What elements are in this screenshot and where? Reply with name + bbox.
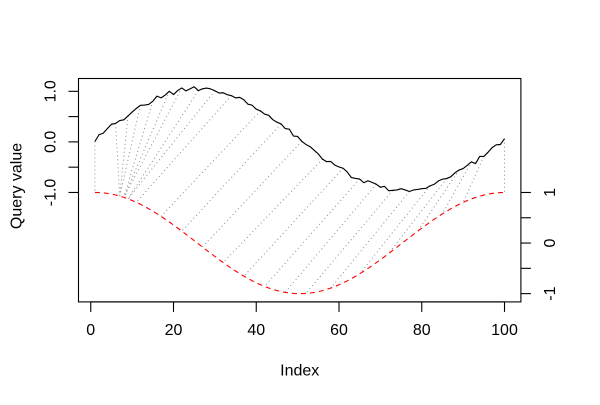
svg-text:20: 20	[165, 322, 183, 339]
svg-text:1.0: 1.0	[43, 80, 60, 102]
svg-text:80: 80	[413, 322, 431, 339]
svg-text:40: 40	[247, 322, 265, 339]
svg-text:-1.0: -1.0	[43, 179, 60, 207]
svg-text:0: 0	[86, 322, 95, 339]
svg-text:Index: Index	[280, 363, 319, 380]
svg-text:1: 1	[542, 188, 559, 197]
svg-text:60: 60	[330, 322, 348, 339]
svg-text:0: 0	[542, 239, 559, 248]
svg-text:0.0: 0.0	[43, 131, 60, 153]
svg-text:-1: -1	[542, 286, 559, 300]
svg-text:100: 100	[491, 322, 518, 339]
svg-text:Query value: Query value	[9, 143, 26, 229]
